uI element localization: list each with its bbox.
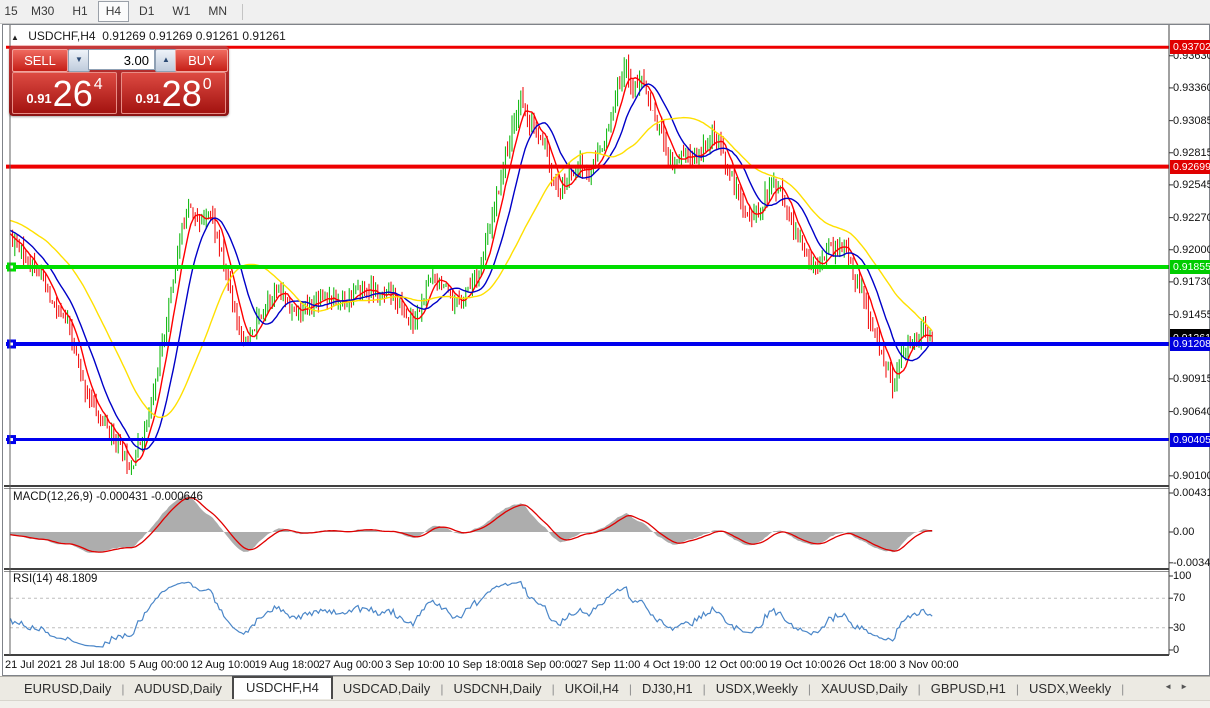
chart-tab-usdchf-h4[interactable]: USDCHF,H4: [231, 676, 333, 699]
toolbar-separator: [242, 3, 244, 20]
chart-tab-usdcnh-daily[interactable]: USDCNH,Daily: [453, 680, 542, 696]
time-axis-label: 27 Aug 00:00: [318, 659, 384, 671]
sell-price-button[interactable]: 0.91 26 4: [12, 72, 117, 114]
time-axis-label: 28 Jul 18:00: [65, 659, 125, 671]
timeframe-button-mn[interactable]: MN: [208, 4, 228, 18]
chart-tab-bar: EURUSD,Daily | AUDUSD,Daily USDCHF,H4 USDCAD…: [0, 676, 1210, 700]
volume-input[interactable]: 3.00: [88, 49, 155, 70]
hline-price-label: 0.91855: [1170, 260, 1210, 274]
rsi-axis-label: 100: [1173, 570, 1192, 582]
chart-symbol-period: USDCHF,H4: [28, 29, 96, 43]
tab-separator: |: [807, 681, 811, 696]
chart-tab-eurusd-daily[interactable]: EURUSD,Daily: [24, 680, 112, 696]
tab-scroll-right-icon[interactable]: ►: [1180, 682, 1196, 691]
sell-price-prefix: 0.91: [26, 91, 52, 106]
time-axis-label: 26 Oct 18:00: [833, 659, 897, 671]
collapse-icon[interactable]: ▲: [11, 33, 19, 42]
tab-separator: |: [121, 681, 125, 696]
hline-price-label: 0.92699: [1170, 159, 1210, 174]
tab-separator: |: [702, 681, 706, 696]
chart-tab-usdx-weekly[interactable]: USDX,Weekly: [1029, 680, 1112, 696]
rsi-axis-label: 30: [1173, 621, 1186, 634]
rsi-indicator-label: RSI(14) 48.1809: [13, 573, 98, 585]
time-axis-label: 3 Nov 00:00: [899, 659, 959, 671]
macd-axis-label: 0.00431: [1173, 486, 1210, 499]
timeframe-button-h1[interactable]: H1: [72, 4, 88, 18]
time-axis-label: 18 Sep 00:00: [511, 659, 577, 671]
time-axis-label: 27 Sep 11:00: [575, 659, 641, 671]
price-axis-label: 0.91730: [1173, 275, 1210, 288]
buy-price-prefix: 0.91: [135, 91, 161, 106]
chart-tab-dj30-h1[interactable]: DJ30,H1: [642, 680, 693, 696]
chart-tab-ukoil-h4[interactable]: UKOil,H4: [564, 680, 619, 696]
price-axis-label: 0.92545: [1173, 178, 1210, 191]
timeframe-button-d1[interactable]: D1: [139, 4, 155, 18]
chart-tab-audusd-daily[interactable]: AUDUSD,Daily: [134, 680, 222, 696]
price-axis-label: 0.93085: [1173, 114, 1210, 127]
chart-tab-usdcad-daily[interactable]: USDCAD,Daily: [342, 680, 431, 696]
time-axis-label: 4 Oct 19:00: [643, 659, 701, 671]
volume-increase-button[interactable]: ▲: [155, 49, 177, 72]
tab-separator: |: [551, 681, 555, 696]
tab-scroll-left-icon[interactable]: ◄: [1164, 682, 1181, 691]
time-axis-label: 5 Aug 00:00: [129, 659, 189, 671]
timeframe-button-m30[interactable]: M30: [31, 4, 55, 18]
price-axis-label: 0.90915: [1173, 372, 1210, 385]
one-click-trading-panel: SELL ▼ 3.00 ▲ BUY 0.91 26 4 0.91 28 0: [9, 46, 229, 116]
sell-price-main: 26: [52, 73, 93, 114]
tab-separator: |: [1015, 681, 1020, 696]
timeframe-button-w1[interactable]: W1: [172, 4, 191, 18]
buy-price-pip: 0: [202, 76, 212, 93]
tab-scroll-arrows: ◄►: [1164, 682, 1196, 691]
tab-separator: |: [1121, 681, 1125, 696]
price-axis-label: 0.90640: [1173, 405, 1210, 418]
volume-decrease-button[interactable]: ▼: [68, 49, 90, 72]
price-axis-label: 0.92000: [1173, 243, 1210, 256]
chart-tab-gbpusd-h1[interactable]: GBPUSD,H1: [930, 680, 1006, 696]
buy-button[interactable]: BUY: [175, 49, 228, 72]
tab-separator: |: [628, 681, 632, 696]
chart-window: ▲ USDCHF,H4 0.91269 0.91269 0.91261 0.91…: [2, 24, 1210, 676]
hline-price-label: 0.90405: [1170, 432, 1210, 447]
time-axis-label: 12 Aug 10:00: [190, 659, 256, 671]
window-bottom-strip: [0, 700, 1210, 708]
macd-axis-label: 0.00: [1173, 526, 1195, 538]
time-axis-label: 21 Jul 2021: [5, 659, 62, 671]
sell-button[interactable]: SELL: [12, 49, 68, 72]
tab-separator: |: [917, 681, 921, 696]
buy-price-main: 28: [161, 73, 202, 114]
timeframe-button-15[interactable]: 15: [4, 4, 18, 18]
rsi-axis-label: 0: [1173, 644, 1180, 656]
chart-tab-xauusd-daily[interactable]: XAUUSD,Daily: [820, 680, 908, 696]
time-axis-label: 3 Sep 10:00: [385, 659, 445, 671]
time-axis-label: 19 Oct 10:00: [769, 659, 833, 671]
price-chart-canvas[interactable]: [3, 25, 1209, 675]
timeframe-toolbar: 15 M30 H1 H4 D1 W1 MN: [0, 0, 1210, 24]
time-axis-label: 19 Aug 18:00: [254, 659, 320, 671]
timeframe-button-h4[interactable]: H4: [97, 1, 130, 22]
price-axis-label: 0.93360: [1173, 81, 1210, 94]
buy-price-button[interactable]: 0.91 28 0: [121, 72, 226, 114]
chart-title: ▲ USDCHF,H4 0.91269 0.91269 0.91261 0.91…: [11, 29, 286, 43]
price-axis-label: 0.91455: [1173, 308, 1210, 321]
price-axis-label: 0.92815: [1173, 146, 1210, 159]
time-axis-label: 10 Sep 18:00: [447, 659, 513, 671]
time-axis-label: 12 Oct 00:00: [704, 659, 768, 671]
sell-price-pip: 4: [93, 76, 103, 93]
hline-price-label: 0.93702: [1170, 40, 1210, 55]
price-axis-label: 0.92270: [1173, 211, 1210, 224]
macd-indicator-label: MACD(12,26,9) -0.000431 -0.000646: [13, 491, 203, 503]
macd-axis-label: -0.003405: [1173, 556, 1210, 569]
chart-ohlc-values: 0.91269 0.91269 0.91261 0.91261: [102, 29, 286, 43]
price-axis-label: 0.90100: [1173, 469, 1210, 482]
rsi-axis-label: 70: [1173, 592, 1186, 605]
hline-price-label: 0.91208: [1170, 336, 1210, 351]
tab-separator: |: [440, 681, 444, 696]
chart-tab-usdx-weekly[interactable]: USDX,Weekly: [715, 680, 798, 696]
